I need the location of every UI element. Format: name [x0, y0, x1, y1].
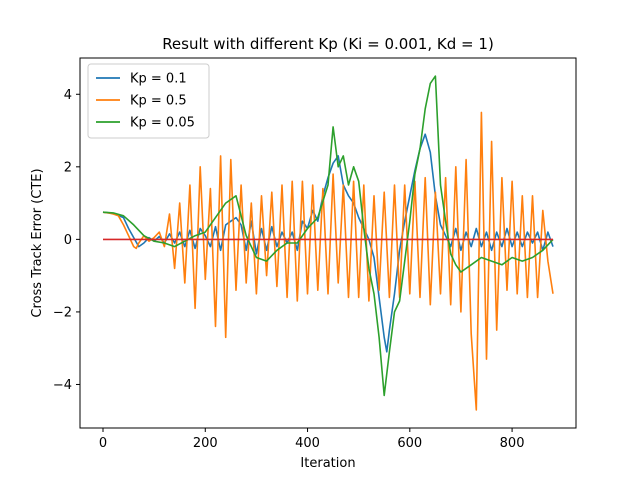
- series-group: [102, 75, 554, 411]
- axes-frame: [79, 57, 577, 429]
- x-tick-label: 400: [295, 436, 320, 451]
- y-tick-label: 2: [64, 160, 72, 175]
- legend-entry-label: Kp = 0.5: [130, 94, 187, 109]
- series-line-kp-0-5: [102, 111, 554, 411]
- x-tick-label: 200: [193, 436, 218, 451]
- y-tick-label: 0: [64, 233, 72, 248]
- legend-entry-label: Kp = 0.1: [130, 72, 187, 87]
- x-tick-label: 0: [99, 436, 107, 451]
- y-axis-ticks: −4 −2 0 2 4: [53, 88, 80, 393]
- y-tick-label: −2: [53, 305, 72, 320]
- x-tick-label: 600: [397, 436, 422, 451]
- y-tick-label: 4: [64, 88, 72, 103]
- y-axis-label: Cross Track Error (CTE): [30, 168, 45, 317]
- chart-title: Result with different Kp (Ki = 0.001, Kd…: [162, 35, 494, 53]
- x-axis-label: Iteration: [300, 456, 355, 471]
- y-tick-label: −4: [53, 378, 72, 393]
- x-tick-label: 800: [500, 436, 525, 451]
- legend-box: [87, 63, 210, 139]
- plot-area: [79, 57, 577, 429]
- legend: Kp = 0.1 Kp = 0.5 Kp = 0.05: [87, 63, 210, 139]
- series-line-kp-0-05: [102, 75, 554, 397]
- legend-entry-label: Kp = 0.05: [130, 116, 195, 131]
- x-axis-ticks: 0 200 400 600 800: [99, 428, 525, 451]
